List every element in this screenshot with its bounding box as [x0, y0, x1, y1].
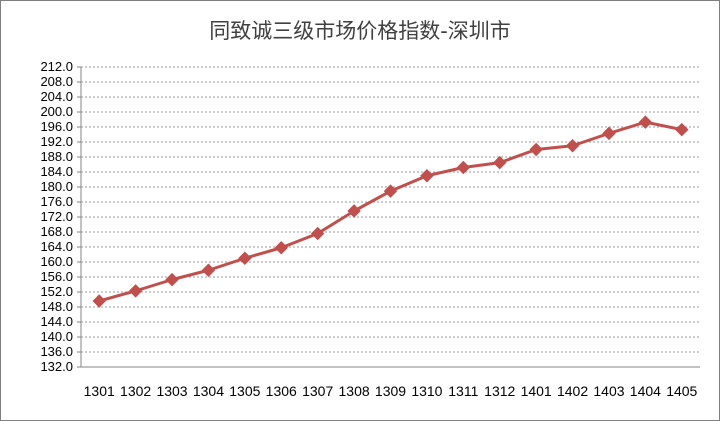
data-point — [92, 294, 106, 308]
y-tick-label: 204.0 — [40, 89, 73, 104]
data-point — [310, 226, 325, 241]
data-point — [565, 139, 580, 153]
data-point — [602, 126, 616, 141]
y-tick-label: 156.0 — [40, 269, 73, 284]
data-point — [347, 204, 361, 218]
x-tick-label: 1302 — [120, 383, 151, 399]
data-point — [675, 122, 689, 137]
x-tick-label: 1403 — [593, 383, 624, 399]
y-tick-label: 152.0 — [40, 284, 73, 299]
data-point — [638, 115, 653, 129]
y-tick-label: 180.0 — [40, 179, 73, 194]
y-tick-label: 176.0 — [40, 194, 73, 209]
data-point — [529, 142, 543, 157]
data-point — [383, 184, 398, 198]
y-tick-label: 192.0 — [40, 134, 73, 149]
chart-title: 同致诚三级市场价格指数-深圳市 — [209, 19, 511, 43]
x-tick-label: 1306 — [266, 383, 297, 399]
y-tick-label: 188.0 — [40, 149, 73, 164]
series-line — [98, 120, 683, 303]
y-tick-label: 144.0 — [40, 314, 73, 329]
x-tick-label: 1304 — [193, 383, 224, 399]
data-point — [274, 241, 288, 255]
data-point — [201, 263, 216, 277]
x-tick-label: 1402 — [557, 383, 588, 399]
x-tick-label: 1308 — [339, 383, 370, 399]
x-tick-label: 1307 — [302, 383, 333, 399]
x-tick-label: 1311 — [448, 383, 478, 399]
y-tick-label: 148.0 — [40, 299, 73, 314]
x-tick-label: 1303 — [156, 383, 187, 399]
data-point — [165, 272, 179, 287]
y-tick-label: 136.0 — [40, 344, 73, 359]
y-tick-label: 160.0 — [40, 254, 73, 269]
x-tick-label: 1301 — [84, 383, 115, 399]
y-tick-label: 140.0 — [40, 329, 73, 344]
x-tick-label: 1305 — [229, 383, 260, 399]
y-tick-label: 172.0 — [40, 209, 73, 224]
y-tick-label: 164.0 — [40, 239, 73, 254]
y-tick-label: 208.0 — [40, 74, 73, 89]
y-tick-label: 184.0 — [40, 164, 73, 179]
x-tick-label: 1310 — [411, 383, 442, 399]
y-tick-label: 132.0 — [40, 359, 73, 374]
data-point — [456, 160, 471, 175]
data-point — [128, 284, 143, 298]
x-tick-label: 1405 — [666, 383, 697, 399]
data-point — [493, 155, 507, 170]
x-tick-label: 1312 — [484, 383, 515, 399]
x-tick-label: 1401 — [521, 383, 552, 399]
y-tick-label: 168.0 — [40, 224, 73, 239]
y-tick-label: 196.0 — [40, 119, 73, 134]
x-tick-label: 1404 — [630, 383, 661, 399]
data-point — [420, 169, 434, 183]
y-tick-label: 212.0 — [40, 59, 73, 74]
data-point — [238, 251, 252, 265]
y-tick-label: 200.0 — [40, 104, 73, 119]
x-tick-label: 1309 — [375, 383, 406, 399]
